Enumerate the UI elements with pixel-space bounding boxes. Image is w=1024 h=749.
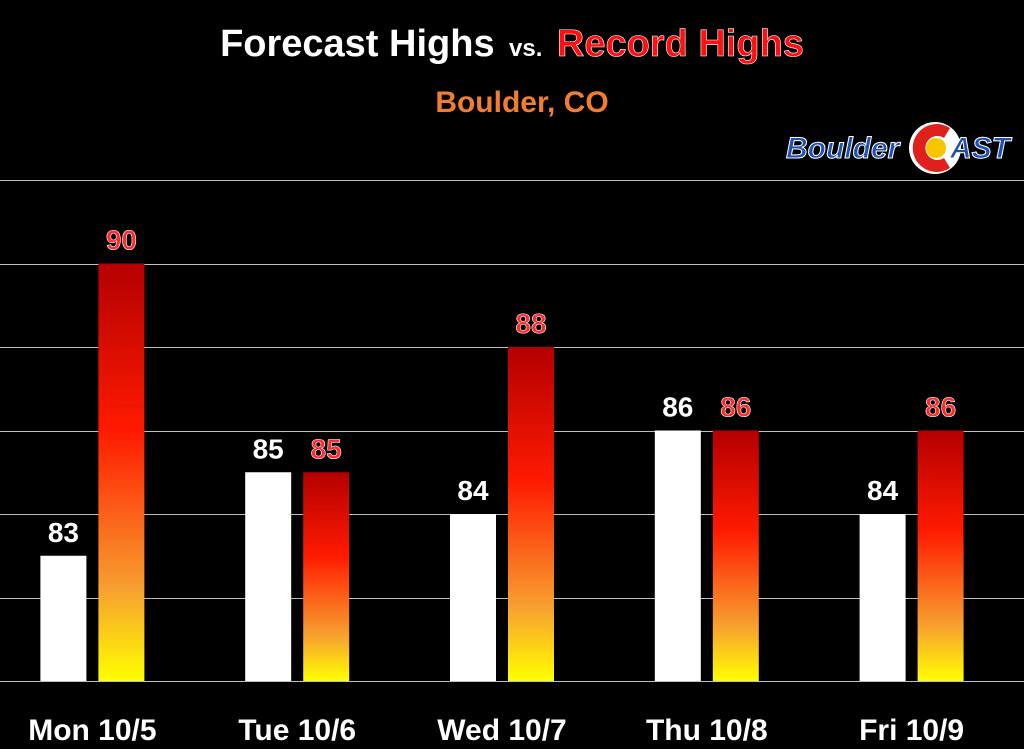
logo-text-left: Boulder — [786, 132, 902, 165]
record-value-label: 88 — [515, 308, 546, 339]
logo-text-right: AST — [949, 132, 1013, 165]
forecast-value-label: 83 — [48, 517, 79, 548]
title-record: Record Highs — [557, 23, 804, 65]
chart-title: Forecast Highs vs. Record Highs — [220, 23, 804, 65]
forecast-value-label: 84 — [457, 475, 489, 506]
title-forecast: Forecast Highs — [220, 23, 495, 65]
x-tick-label: Thu 10/8 — [646, 714, 768, 747]
bouldercast-logo: Boulder AST — [786, 122, 1013, 174]
forecast-bar — [450, 514, 496, 681]
title-vs: vs. — [509, 35, 542, 62]
forecast-bar — [40, 555, 87, 681]
forecast-value-label: 86 — [662, 392, 693, 423]
record-value-label: 86 — [925, 392, 956, 423]
x-tick-label: Tue 10/6 — [238, 714, 356, 747]
colorado-c-icon — [909, 122, 961, 174]
x-tick-labels: Mon 10/5 Tue 10/6 Wed 10/7 Thu 10/8 Fri 10/9 — [28, 714, 964, 747]
record-bar — [508, 347, 554, 681]
record-bar — [303, 472, 350, 681]
record-value-label: 86 — [720, 392, 751, 423]
forecast-bar — [859, 514, 906, 681]
record-value-label: 85 — [311, 433, 342, 464]
forecast-bar — [654, 430, 701, 681]
record-value-label: 90 — [106, 225, 137, 256]
forecast-value-label: 84 — [867, 475, 899, 506]
bars — [40, 263, 964, 681]
forecast-bar — [245, 472, 292, 681]
record-bar — [917, 430, 964, 681]
x-tick-label: Fri 10/9 — [859, 714, 964, 747]
record-bar — [98, 263, 145, 681]
x-tick-label: Mon 10/5 — [28, 714, 156, 747]
forecast-value-label: 85 — [253, 433, 284, 464]
chart-subtitle: Boulder, CO — [435, 86, 608, 119]
x-tick-label: Wed 10/7 — [437, 714, 567, 747]
data-labels: 83 90 85 85 84 88 86 86 84 86 — [48, 224, 957, 548]
record-bar — [712, 430, 759, 681]
